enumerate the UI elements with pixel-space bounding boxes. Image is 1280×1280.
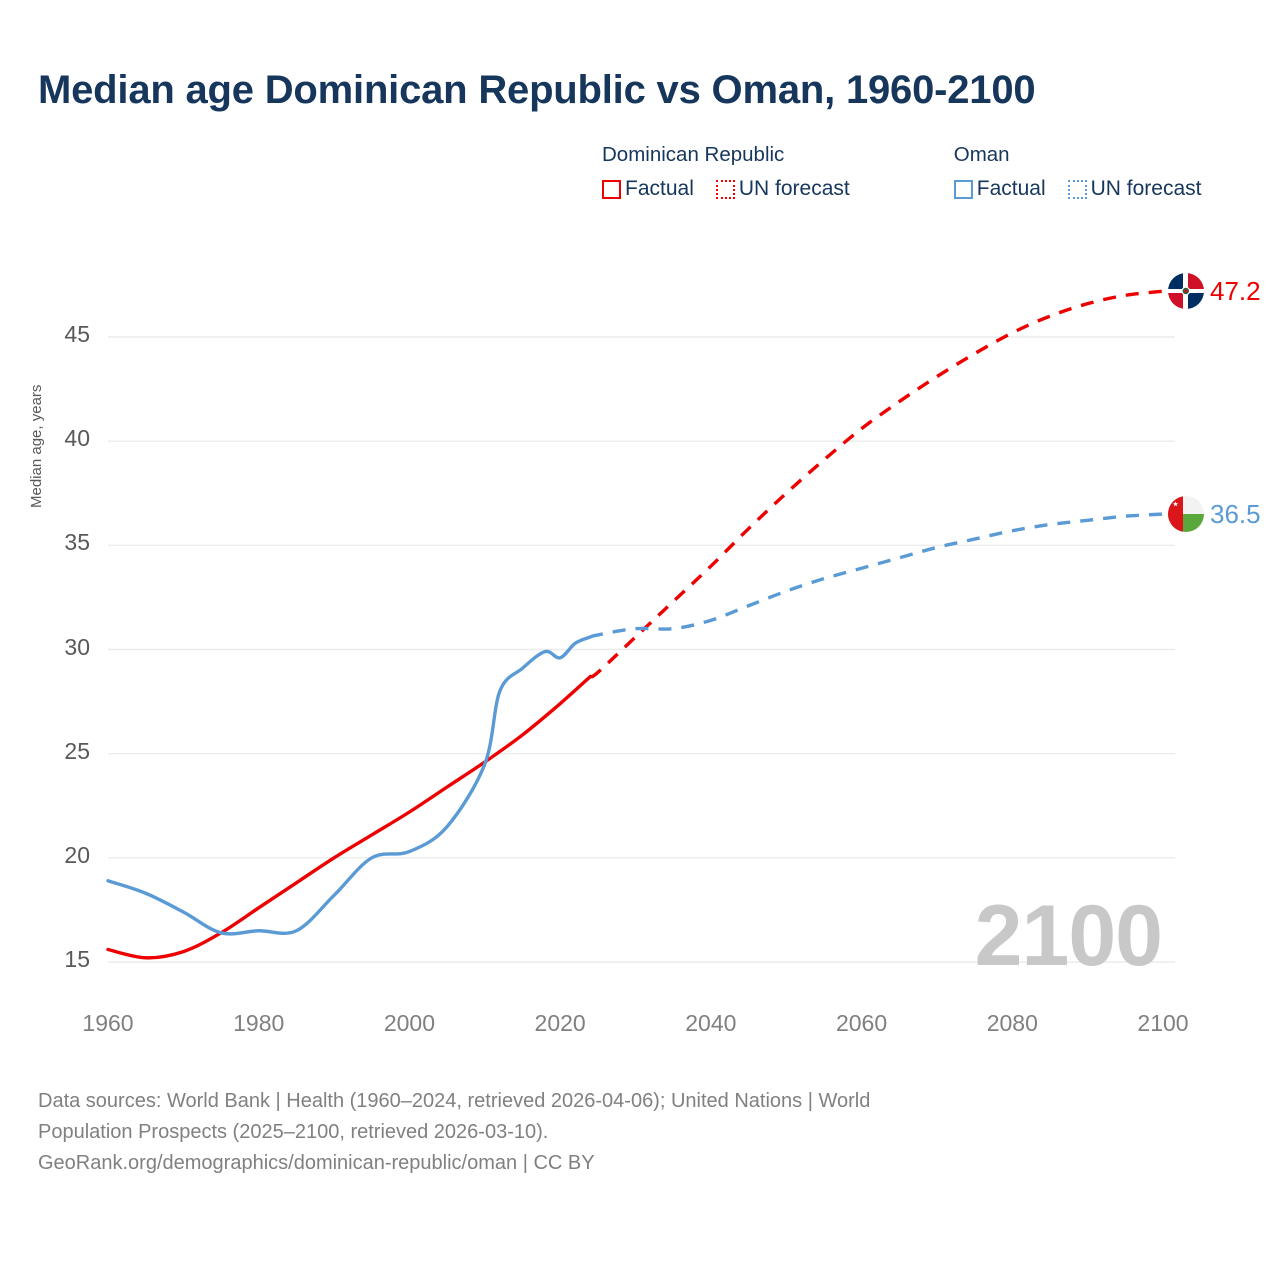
- footer-line-2: Population Prospects (2025–2100, retriev…: [38, 1121, 549, 1143]
- chart-legend: Dominican Republic Factual UN forecast O…: [602, 143, 1202, 201]
- page-title: Median age Dominican Republic vs Oman, 1…: [38, 68, 1036, 112]
- x-axis-tick-label: 2080: [986, 1010, 1038, 1036]
- y-axis-tick-label: 35: [64, 529, 90, 556]
- legend-group-dominican-republic: Dominican Republic Factual UN forecast: [602, 143, 850, 201]
- series-end-label-dominican-republic: 47.2: [1168, 273, 1261, 310]
- y-axis-tick-label: 30: [64, 633, 90, 660]
- series-line-forecast-1: [589, 512, 1164, 639]
- series-end-value: 47.2: [1210, 275, 1261, 306]
- x-axis-tick-label: 2060: [835, 1010, 888, 1036]
- legend-swatch-dotted-icon: [1067, 179, 1087, 199]
- x-axis-tick-label: 1960: [82, 1010, 134, 1036]
- x-axis-tick-label: 2000: [383, 1010, 436, 1036]
- x-axis-tick-label: 2100: [1137, 1010, 1189, 1036]
- legend-group-title: Dominican Republic: [602, 143, 785, 166]
- x-axis-tick-label: 1980: [233, 1010, 285, 1036]
- legend-swatch-dotted-icon: [715, 179, 735, 199]
- footer-line-3: GeoRank.org/demographics/dominican-repub…: [38, 1152, 595, 1174]
- legend-swatch-solid-icon: [602, 179, 621, 199]
- legend-item-label: Factual: [976, 177, 1046, 200]
- year-watermark: 2100: [974, 888, 1163, 984]
- legend-item-dr-factual[interactable]: Factual: [602, 177, 694, 201]
- y-axis-tick-label: 40: [64, 425, 90, 452]
- y-axis-tick-label: 20: [64, 841, 90, 868]
- series-line-forecast-0: [589, 289, 1164, 679]
- legend-item-label: UN forecast: [1090, 177, 1202, 200]
- legend-group-title: Oman: [953, 143, 1010, 166]
- x-axis-tick-label: 2040: [685, 1010, 737, 1036]
- y-axis-tick-label: 25: [64, 737, 90, 764]
- series-line-factual-0: [106, 674, 592, 960]
- legend-item-dr-forecast[interactable]: UN forecast: [715, 177, 850, 201]
- y-axis-tick-label: 45: [64, 321, 90, 347]
- footer-line-1: Data sources: World Bank | Health (1960–…: [38, 1090, 871, 1112]
- legend-swatch-solid-icon: [953, 179, 973, 199]
- series-line-factual-1: [106, 635, 592, 936]
- legend-item-label: UN forecast: [738, 177, 850, 200]
- oman-flag-icon: [1168, 496, 1204, 533]
- y-axis-tick-label: 15: [64, 946, 90, 972]
- legend-item-oman-forecast[interactable]: UN forecast: [1067, 177, 1202, 201]
- x-axis-tick-label: 2020: [534, 1010, 586, 1036]
- legend-item-oman-factual[interactable]: Factual: [953, 177, 1046, 201]
- series-end-value: 36.5: [1210, 498, 1261, 529]
- footer-notes: Data sources: World Bank | Health (1960–…: [38, 1086, 1168, 1179]
- legend-item-label: Factual: [625, 177, 694, 200]
- legend-group-oman: Oman Factual UN forecast: [953, 143, 1202, 201]
- series-end-label-oman: 36.5: [1168, 496, 1261, 533]
- dominican-republic-flag-icon: [1168, 273, 1204, 310]
